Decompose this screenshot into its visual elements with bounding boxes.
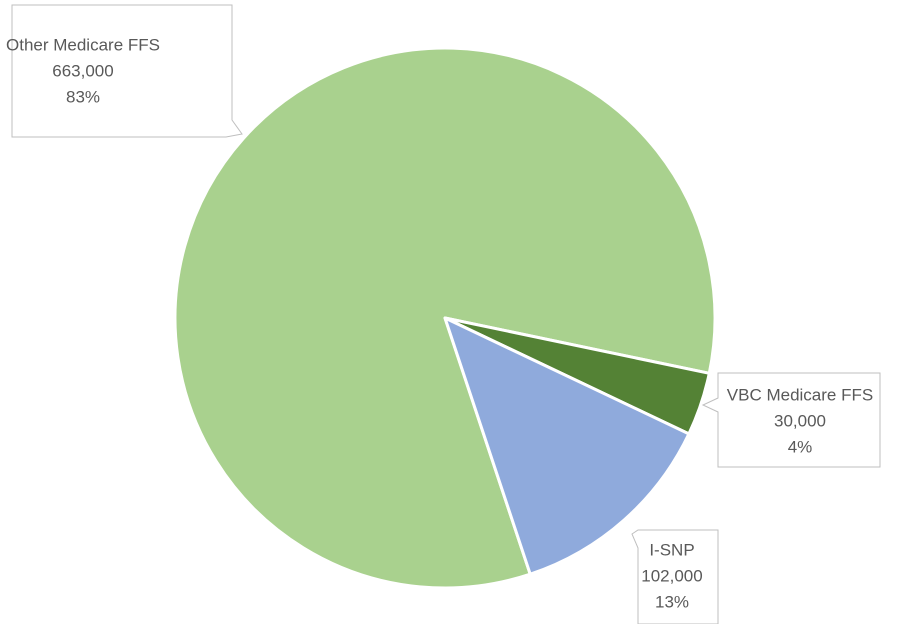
percent-label: 4% [788,437,813,456]
callout-box [701,372,881,468]
callout-box [11,4,243,138]
value-label: 102,000 [641,566,702,585]
category-label: I-SNP [649,540,694,559]
value-label: 663,000 [52,61,113,80]
percent-label: 83% [66,87,100,106]
callout-box [631,529,719,624]
pie [173,46,717,590]
pie-slice [443,316,691,576]
labels: Other Medicare FFS 663,000 83% VBC Medicare… [6,35,873,611]
percent-label: 13% [655,592,689,611]
category-label: VBC Medicare FFS [727,385,873,404]
category-label: Other Medicare FFS [6,35,160,54]
value-label: 30,000 [774,411,826,430]
